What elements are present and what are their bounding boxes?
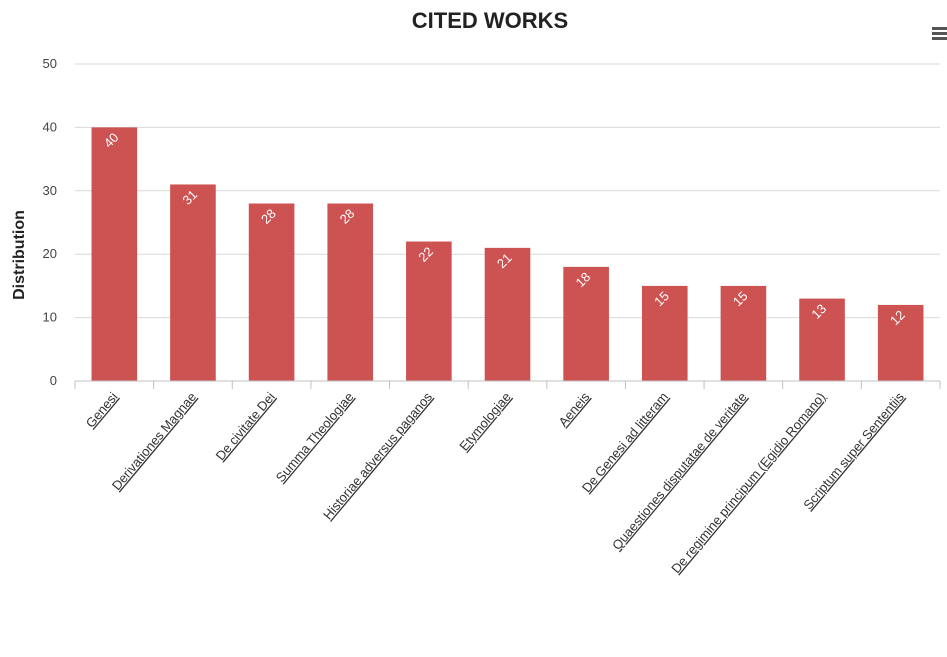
bar-11[interactable] bbox=[877, 304, 924, 381]
y-tick-label: 0 bbox=[50, 373, 57, 388]
bar-4[interactable] bbox=[327, 203, 374, 381]
x-tick-label[interactable]: De civitate Dei bbox=[213, 389, 278, 463]
x-axis-tick-marks bbox=[74, 381, 941, 389]
menu-icon-bar-top bbox=[932, 27, 947, 30]
bar-7[interactable] bbox=[563, 266, 609, 381]
bar-6[interactable] bbox=[484, 247, 531, 381]
y-axis-label: Distribution bbox=[11, 210, 28, 300]
y-tick-label: 20 bbox=[43, 246, 57, 261]
y-axis-ticks: 0 10 20 30 40 50 bbox=[43, 56, 57, 388]
chart-title: CITED WORKS bbox=[412, 8, 568, 33]
menu-icon-bar-bottom bbox=[932, 37, 947, 40]
bar-8[interactable] bbox=[641, 285, 688, 381]
bar-3[interactable] bbox=[248, 203, 295, 381]
x-tick-label[interactable]: Derivationes Magnae bbox=[109, 389, 199, 493]
bar-2[interactable] bbox=[170, 184, 216, 381]
x-tick-label[interactable]: De Genesi ad litteram bbox=[579, 389, 671, 495]
grid-lines bbox=[75, 63, 940, 319]
x-tick-label[interactable]: Quaestiones disputatae de veritate bbox=[609, 389, 750, 553]
x-tick-label[interactable]: De regimine principum (Egidio Romano) bbox=[668, 389, 828, 576]
x-tick-label[interactable]: Genesi bbox=[83, 389, 121, 430]
bar-9[interactable] bbox=[720, 285, 767, 381]
y-tick-label: 30 bbox=[43, 183, 57, 198]
x-tick-label[interactable]: Etymologiae bbox=[456, 389, 513, 453]
y-tick-label: 10 bbox=[43, 310, 57, 325]
y-tick-label: 40 bbox=[43, 119, 57, 134]
y-tick-label: 50 bbox=[43, 56, 57, 71]
bar-5[interactable] bbox=[406, 241, 452, 381]
chart-menu-button[interactable] bbox=[928, 22, 947, 44]
bars bbox=[91, 127, 924, 382]
bar-1[interactable] bbox=[91, 127, 138, 382]
hamburger-menu-icon bbox=[932, 27, 947, 40]
x-tick-label[interactable]: Aeneis bbox=[555, 389, 592, 429]
menu-icon-bar-middle bbox=[932, 32, 947, 35]
bar-10[interactable] bbox=[799, 298, 845, 381]
x-tick-label[interactable]: Summa Theologiae bbox=[273, 389, 357, 485]
